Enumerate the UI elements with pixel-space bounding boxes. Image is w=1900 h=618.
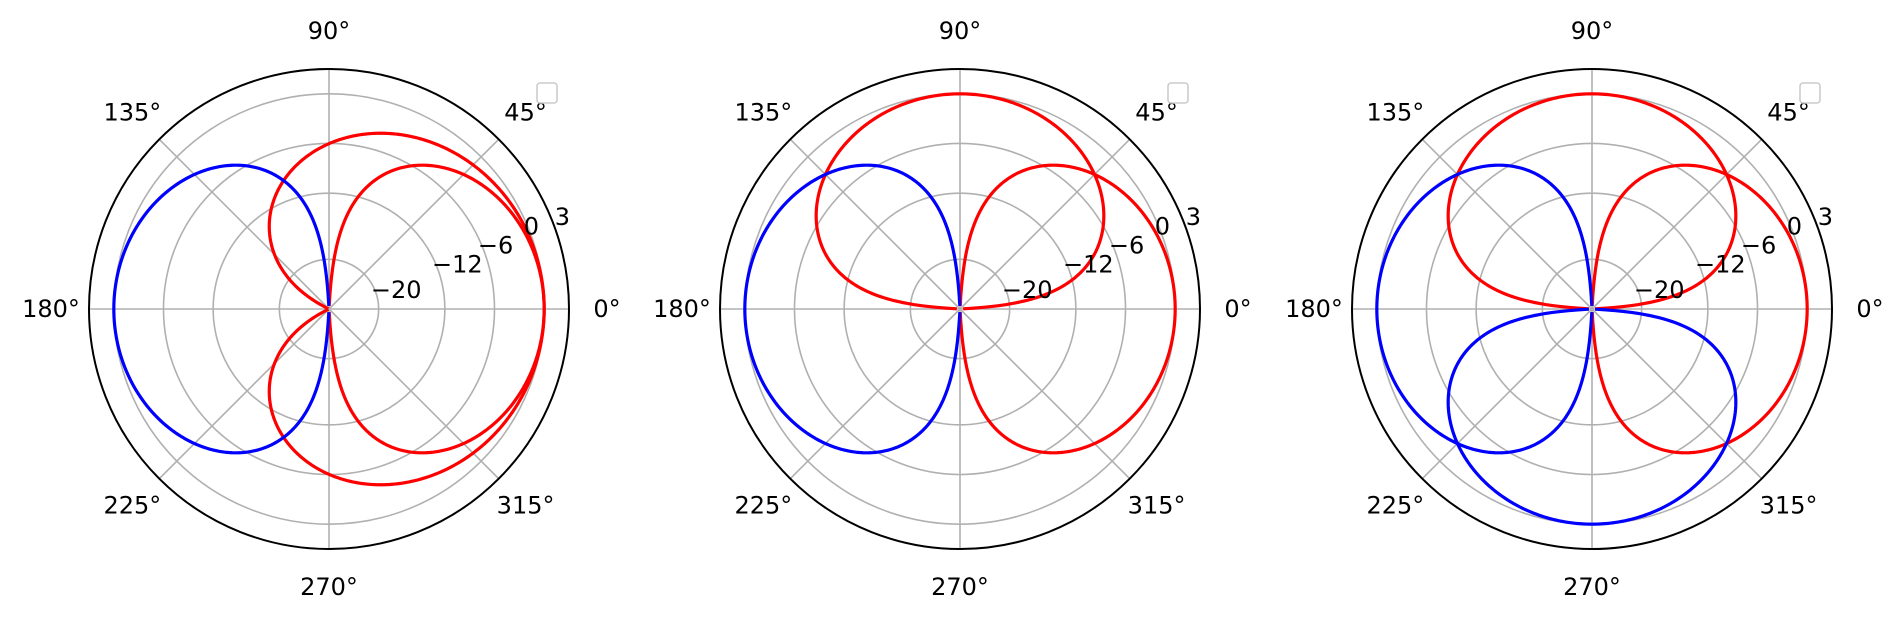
theta-tick-label: 135°: [104, 98, 162, 126]
polar-chart-2: 0°45°90°135°180°225°270°315°30−6−12−20: [653, 17, 1252, 601]
angular-gridline: [959, 138, 1131, 310]
radial-tick-label: 0: [1155, 213, 1170, 241]
radial-tick-label: −20: [1634, 276, 1685, 304]
polar-chart-1: 0°45°90°135°180°225°270°315°30−6−12−20: [22, 17, 621, 601]
theta-tick-label: 0°: [1224, 295, 1251, 323]
polar-frame: [719, 68, 1201, 550]
series-line-2: [327, 163, 546, 455]
theta-tick-label: 225°: [1367, 492, 1425, 520]
radial-tick-label: −6: [1741, 232, 1776, 260]
radial-tick-label: 3: [555, 203, 570, 231]
theta-tick-label: 90°: [939, 17, 982, 45]
theta-tick-label: 180°: [1285, 295, 1343, 323]
series-line-2: [1590, 163, 1809, 455]
legend-box: [1167, 82, 1189, 104]
theta-tick-label: 0°: [593, 295, 620, 323]
angular-gridline: [789, 138, 961, 310]
series-line-1: [1446, 92, 1738, 311]
radial-tick-label: −6: [478, 232, 513, 260]
angular-gridline: [1421, 308, 1593, 480]
radial-tick-label: −6: [1109, 232, 1144, 260]
radial-tick-label: −20: [371, 276, 422, 304]
polar-frame: [88, 68, 570, 550]
angular-gridline: [1591, 308, 1763, 480]
radial-tick-label: −12: [1063, 251, 1114, 279]
radial-tick-label: −20: [1002, 276, 1053, 304]
radial-tick-label: −12: [1695, 251, 1746, 279]
radial-tick-label: 3: [1186, 203, 1201, 231]
theta-tick-label: 225°: [735, 492, 793, 520]
angular-gridline: [1421, 138, 1593, 310]
angular-gridline: [158, 138, 330, 310]
angular-gridline: [328, 138, 500, 310]
theta-tick-label: 225°: [104, 492, 162, 520]
angular-gridline: [959, 308, 1131, 480]
series-line-2: [958, 163, 1177, 455]
theta-tick-label: 180°: [22, 295, 80, 323]
radial-tick-label: 0: [524, 213, 539, 241]
theta-tick-label: 0°: [1856, 295, 1883, 323]
theta-tick-label: 270°: [300, 573, 358, 601]
theta-tick-label: 315°: [1760, 492, 1818, 520]
series-line-4: [1446, 307, 1738, 526]
series-line-3: [743, 163, 962, 455]
polar-frame: [1351, 68, 1833, 550]
series-line-1: [814, 92, 1106, 311]
series-line-3: [1375, 163, 1594, 455]
polar-chart-3: 0°45°90°135°180°225°270°315°30−6−12−20: [1285, 17, 1884, 601]
theta-tick-label: 270°: [931, 573, 989, 601]
theta-tick-label: 315°: [497, 492, 555, 520]
legend-box: [536, 82, 558, 104]
angular-gridline: [789, 308, 961, 480]
theta-tick-label: 180°: [653, 295, 711, 323]
radial-tick-label: −12: [432, 251, 483, 279]
radial-tick-label: 3: [1818, 203, 1833, 231]
series-line-1: [267, 131, 546, 487]
legend-box: [1799, 82, 1821, 104]
series-line-3: [112, 163, 331, 455]
angular-gridline: [328, 308, 500, 480]
radial-tick-label: 0: [1787, 213, 1802, 241]
theta-tick-label: 270°: [1563, 573, 1621, 601]
angular-gridline: [158, 308, 330, 480]
angular-gridline: [1591, 138, 1763, 310]
theta-tick-label: 135°: [735, 98, 793, 126]
theta-tick-label: 315°: [1128, 492, 1186, 520]
theta-tick-label: 90°: [308, 17, 351, 45]
theta-tick-label: 90°: [1571, 17, 1614, 45]
theta-tick-label: 135°: [1367, 98, 1425, 126]
